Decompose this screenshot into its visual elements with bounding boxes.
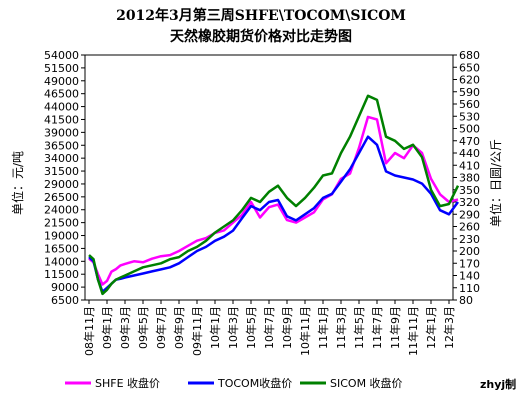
y-tick-label-right: 620 xyxy=(459,74,480,87)
x-tick-label: 11年7月 xyxy=(370,306,384,349)
y-tick-label-left: 11500 xyxy=(44,268,79,281)
y-tick-label-right: 530 xyxy=(459,110,480,123)
y-tick-label-left: 36500 xyxy=(44,139,79,152)
y-tick-label-right: 500 xyxy=(459,123,480,136)
x-tick-label: 10年5月 xyxy=(244,306,258,349)
legend-label-0: SHFE 收盘价 xyxy=(95,376,160,390)
y-tick-label-right: 200 xyxy=(459,245,480,258)
x-tick-label: 12年1月 xyxy=(424,306,438,349)
y-tick-label-right: 470 xyxy=(459,135,480,148)
x-tick-label: 10年7月 xyxy=(262,306,276,349)
legend-label-2: SICOM 收盘价 xyxy=(330,376,403,390)
y-tick-label-left: 44000 xyxy=(44,101,79,114)
y-tick-label-left: 9000 xyxy=(51,281,79,294)
y-tick-label-right: 410 xyxy=(459,159,480,172)
x-tick-label: 09年7月 xyxy=(154,306,168,349)
y-tick-label-left: 31500 xyxy=(44,165,79,178)
y-tick-label-left: 39000 xyxy=(44,126,79,139)
y-tick-label-right: 440 xyxy=(459,147,480,160)
plot-area: 6500900011500140001650019000215002400026… xyxy=(44,49,480,356)
plot-frame xyxy=(84,54,454,301)
y-tick-label-right: 680 xyxy=(459,49,480,62)
chart-title: 2012年3月第三周SHFE\TOCOM\SICOM xyxy=(116,7,406,24)
y-tick-label-left: 49000 xyxy=(44,75,79,88)
series-line-0 xyxy=(88,115,459,286)
y-tick-label-left: 41500 xyxy=(44,113,79,126)
y-tick-label-left: 16500 xyxy=(44,242,79,255)
y-tick-label-right: 290 xyxy=(459,208,480,221)
credit-text: zhyj制 xyxy=(480,377,516,391)
y-tick-label-left: 54000 xyxy=(44,49,79,62)
y-tick-label-left: 34000 xyxy=(44,152,79,165)
y-tick-label-left: 51500 xyxy=(44,62,79,75)
x-tick-label: 11年1月 xyxy=(316,306,330,349)
legend: SHFE 收盘价 TOCOM收盘价 SICOM 收盘价 xyxy=(65,376,403,390)
x-tick-label: 11年5月 xyxy=(352,306,366,349)
y-tick-label-left: 19000 xyxy=(44,230,79,243)
y-tick-label-right: 260 xyxy=(459,221,480,234)
chart-subtitle: 天然橡胶期货价格对比走势图 xyxy=(170,28,352,45)
y-tick-label-right: 650 xyxy=(459,61,480,74)
x-tick-label: 09年1月 xyxy=(100,306,114,349)
y-tick-label-left: 24000 xyxy=(44,204,79,217)
y-tick-label-right: 140 xyxy=(459,270,480,283)
x-tick-label: 09年5月 xyxy=(136,306,150,349)
x-tick-label: 10年9月 xyxy=(280,306,294,349)
y-axis-label-left: 单位：元/吨 xyxy=(10,151,25,215)
x-tick-label: 12年3月 xyxy=(442,306,456,349)
y-tick-label-right: 590 xyxy=(459,86,480,99)
x-tick-label: 11年3月 xyxy=(334,306,348,349)
legend-label-1: TOCOM收盘价 xyxy=(217,376,292,390)
y-tick-label-right: 110 xyxy=(459,282,480,295)
y-tick-label-right: 350 xyxy=(459,184,480,197)
y-tick-label-right: 170 xyxy=(459,257,480,270)
y-tick-label-left: 29000 xyxy=(44,178,79,191)
x-tick-label: 08年11月 xyxy=(82,306,96,356)
y-tick-label-left: 26500 xyxy=(44,191,79,204)
y-tick-label-right: 80 xyxy=(459,294,473,307)
y-tick-label-right: 560 xyxy=(459,98,480,111)
y-tick-label-right: 380 xyxy=(459,172,480,185)
y-axis-label-right: 单位：日圆/公斤 xyxy=(488,139,503,227)
series-line-2 xyxy=(88,94,460,296)
y-tick-label-left: 6500 xyxy=(51,294,79,307)
x-tick-label: 10年11月 xyxy=(298,306,312,356)
x-tick-label: 09年3月 xyxy=(118,306,132,349)
series-line-1 xyxy=(88,135,460,294)
x-tick-label: 11年11月 xyxy=(406,306,420,356)
y-tick-label-left: 46500 xyxy=(44,88,79,101)
x-tick-label: 10年1月 xyxy=(208,306,222,349)
y-tick-label-left: 14000 xyxy=(44,255,79,268)
x-tick-label: 11年9月 xyxy=(388,306,402,349)
x-tick-label: 09年11月 xyxy=(190,306,204,356)
y-tick-label-left: 21500 xyxy=(44,217,79,230)
x-tick-label: 09年9月 xyxy=(172,306,186,349)
x-tick-label: 10年3月 xyxy=(226,306,240,349)
y-tick-label-right: 230 xyxy=(459,233,480,246)
y-tick-label-right: 320 xyxy=(459,196,480,209)
